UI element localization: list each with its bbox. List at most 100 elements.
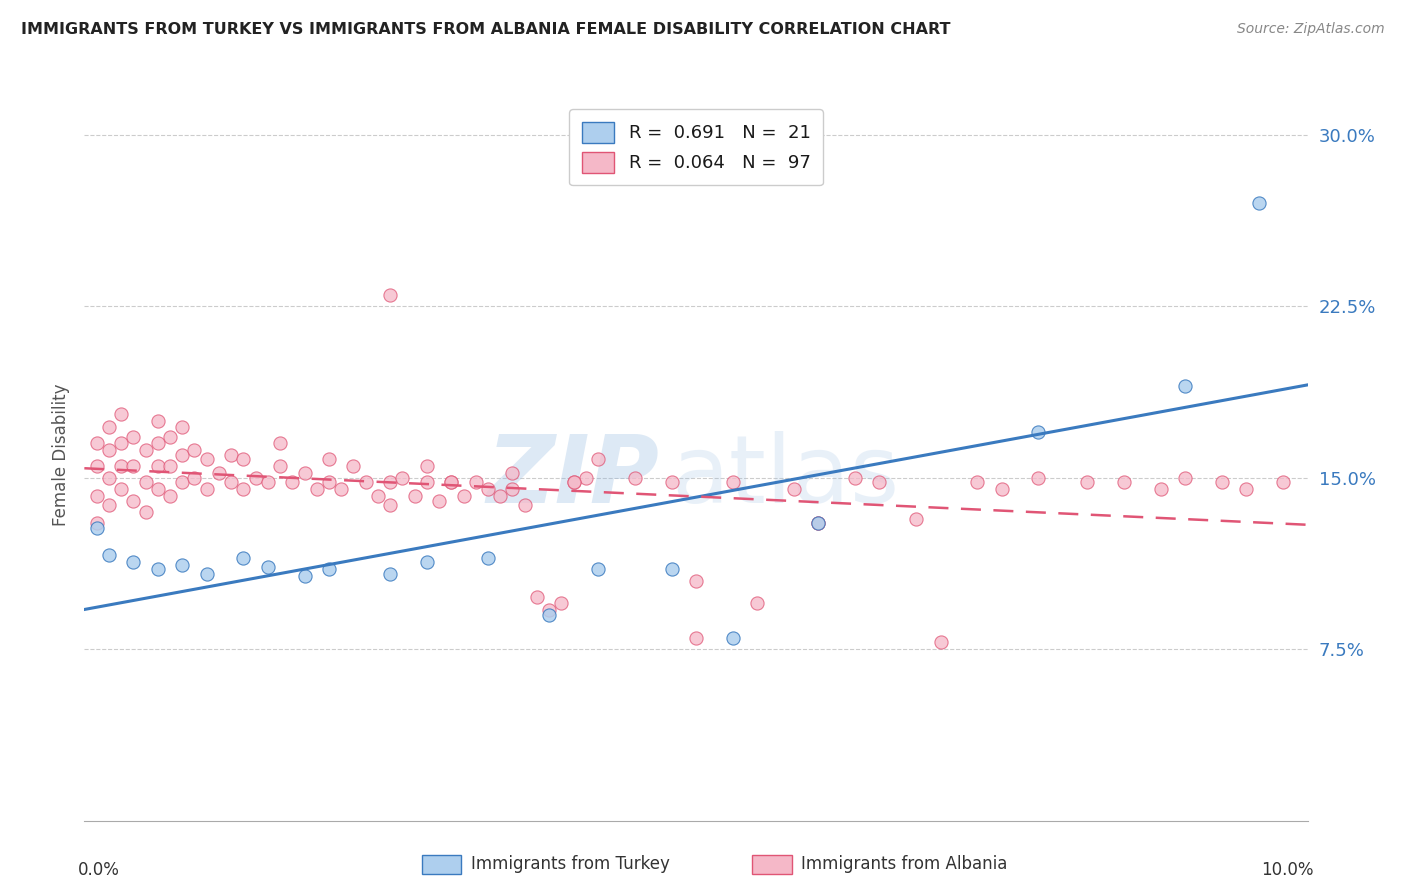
Point xyxy=(586,452,609,467)
Point xyxy=(172,448,194,462)
Point xyxy=(721,475,744,490)
Point xyxy=(1247,196,1270,211)
Point xyxy=(219,475,242,490)
Point xyxy=(146,482,169,496)
Text: Source: ZipAtlas.com: Source: ZipAtlas.com xyxy=(1237,22,1385,37)
Point xyxy=(575,471,598,485)
Point xyxy=(1211,475,1233,490)
Point xyxy=(97,498,120,512)
Point xyxy=(1174,379,1197,393)
Point xyxy=(86,521,108,535)
Point xyxy=(391,471,413,485)
Point xyxy=(538,603,561,617)
Point xyxy=(1028,425,1050,439)
Point xyxy=(416,459,439,474)
Point xyxy=(318,475,340,490)
Point xyxy=(869,475,891,490)
Point xyxy=(195,452,218,467)
Point xyxy=(1076,475,1098,490)
Point xyxy=(146,562,169,576)
Point xyxy=(807,516,830,531)
Point xyxy=(122,555,145,569)
Point xyxy=(110,482,132,496)
Text: ZIP: ZIP xyxy=(486,431,659,523)
Text: atlas: atlas xyxy=(672,431,900,523)
Point xyxy=(844,471,866,485)
Point xyxy=(991,482,1014,496)
Point xyxy=(1150,482,1173,496)
Point xyxy=(807,516,830,531)
Point xyxy=(342,459,364,474)
Point xyxy=(380,498,402,512)
Point xyxy=(146,414,169,428)
Point xyxy=(1174,471,1197,485)
Point xyxy=(354,475,377,490)
Point xyxy=(513,498,536,512)
Point xyxy=(195,566,218,581)
Point xyxy=(122,430,145,444)
Point xyxy=(807,516,830,531)
Point xyxy=(685,574,707,588)
Point xyxy=(172,475,194,490)
Point xyxy=(586,562,609,576)
Point xyxy=(464,475,486,490)
Point xyxy=(1272,475,1295,490)
Point xyxy=(416,475,439,490)
Point xyxy=(489,489,512,503)
Point xyxy=(86,436,108,450)
Point xyxy=(146,459,169,474)
Point xyxy=(183,443,205,458)
Point xyxy=(269,436,291,450)
Point xyxy=(232,452,254,467)
Point xyxy=(97,471,120,485)
Point xyxy=(380,566,402,581)
Point xyxy=(86,489,108,503)
Point xyxy=(330,482,353,496)
Point xyxy=(97,443,120,458)
Point xyxy=(110,436,132,450)
Point xyxy=(661,562,683,576)
Text: IMMIGRANTS FROM TURKEY VS IMMIGRANTS FROM ALBANIA FEMALE DISABILITY CORRELATION : IMMIGRANTS FROM TURKEY VS IMMIGRANTS FRO… xyxy=(21,22,950,37)
Point xyxy=(110,459,132,474)
Point xyxy=(440,475,463,490)
Point xyxy=(159,489,181,503)
Point xyxy=(257,560,280,574)
Point xyxy=(929,635,952,649)
Text: 10.0%: 10.0% xyxy=(1261,861,1313,879)
Point xyxy=(526,590,548,604)
Point xyxy=(318,452,340,467)
Point xyxy=(380,288,402,302)
Point xyxy=(416,555,439,569)
Point xyxy=(135,443,157,458)
Point xyxy=(367,489,389,503)
Point xyxy=(135,475,157,490)
Point xyxy=(661,475,683,490)
Point xyxy=(685,631,707,645)
Point xyxy=(257,475,280,490)
Point xyxy=(86,516,108,531)
Point xyxy=(135,505,157,519)
Point xyxy=(453,489,475,503)
Point xyxy=(294,467,316,481)
Point xyxy=(502,467,524,481)
Point xyxy=(97,420,120,434)
Point xyxy=(477,482,499,496)
Point xyxy=(97,549,120,563)
Text: Immigrants from Turkey: Immigrants from Turkey xyxy=(471,855,669,873)
Point xyxy=(294,569,316,583)
Point xyxy=(624,471,647,485)
Text: 0.0%: 0.0% xyxy=(79,861,120,879)
Point xyxy=(122,459,145,474)
Point xyxy=(183,471,205,485)
Point xyxy=(747,597,769,611)
Point xyxy=(172,420,194,434)
Point xyxy=(905,512,928,526)
Point xyxy=(146,436,169,450)
Point xyxy=(380,475,402,490)
Point xyxy=(269,459,291,474)
Point xyxy=(219,448,242,462)
Point xyxy=(550,597,572,611)
Point xyxy=(305,482,328,496)
Legend: R =  0.691   N =  21, R =  0.064   N =  97: R = 0.691 N = 21, R = 0.064 N = 97 xyxy=(569,109,823,186)
Point xyxy=(783,482,806,496)
